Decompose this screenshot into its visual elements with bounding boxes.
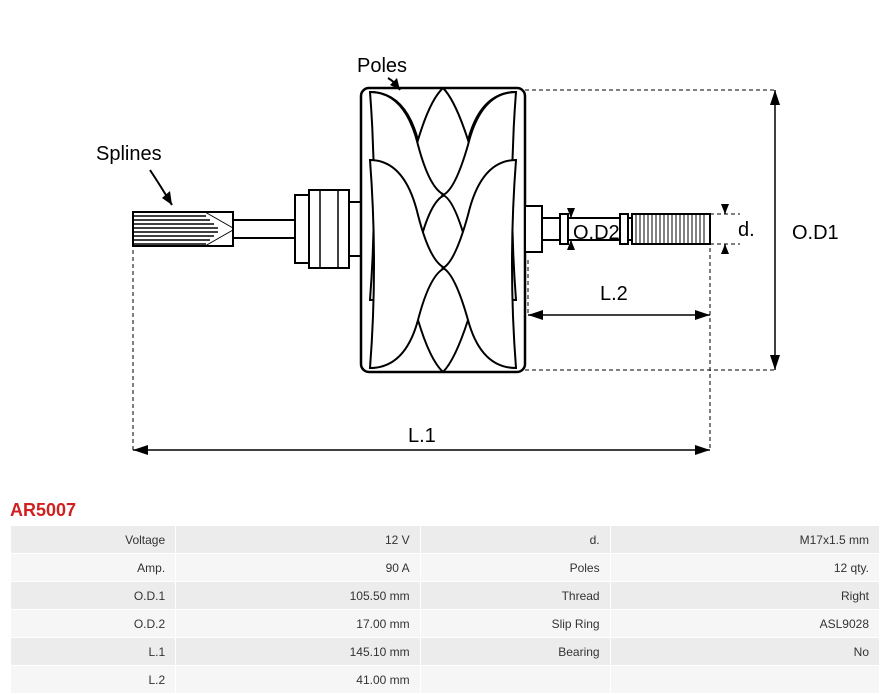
table-row: O.D.1 105.50 mm Thread Right: [11, 582, 879, 609]
spec-label: Poles: [421, 554, 610, 581]
collar-right-1: [525, 206, 542, 252]
spec-value: 12 V: [176, 526, 419, 553]
spec-label: O.D.2: [11, 610, 175, 637]
label-l1: L.1: [408, 425, 436, 448]
spec-value: ASL9028: [611, 610, 879, 637]
collar-2: [309, 190, 349, 268]
dim-d: [710, 204, 740, 254]
spec-label: L.1: [11, 638, 175, 665]
table-row: Voltage 12 V d. M17x1.5 mm: [11, 526, 879, 553]
label-l2: L.2: [600, 283, 628, 306]
groove-2: [620, 214, 628, 244]
spec-value: 17.00 mm: [176, 610, 419, 637]
spec-label: Thread: [421, 582, 610, 609]
table-row: Amp. 90 A Poles 12 qty.: [11, 554, 879, 581]
rotor-diagram: Splines Poles O.D1 O.D2 d. L.1 L.2: [0, 0, 889, 490]
label-splines: Splines: [96, 143, 162, 166]
spec-label: Voltage: [11, 526, 175, 553]
spec-value: 145.10 mm: [176, 638, 419, 665]
rotor-body: [361, 88, 525, 372]
spec-label: Amp.: [11, 554, 175, 581]
spec-value: M17x1.5 mm: [611, 526, 879, 553]
spec-label: d.: [421, 526, 610, 553]
collar-1: [295, 195, 309, 263]
spec-table-body: Voltage 12 V d. M17x1.5 mm Amp. 90 A Pol…: [11, 526, 879, 693]
part-number: AR5007: [10, 500, 76, 521]
spec-label: O.D.1: [11, 582, 175, 609]
spec-label: Slip Ring: [421, 610, 610, 637]
label-od2: O.D2: [573, 222, 620, 245]
label-od1: O.D1: [792, 222, 839, 245]
spec-value: 90 A: [176, 554, 419, 581]
arrow-splines: [150, 170, 172, 205]
rotor-svg: [0, 0, 889, 490]
spec-label: Bearing: [421, 638, 610, 665]
spec-value: 105.50 mm: [176, 582, 419, 609]
label-poles: Poles: [357, 55, 407, 78]
threaded-end: [632, 214, 710, 244]
spec-value: 12 qty.: [611, 554, 879, 581]
label-d: d.: [738, 219, 755, 242]
spec-value: Right: [611, 582, 879, 609]
table-row: O.D.2 17.00 mm Slip Ring ASL9028: [11, 610, 879, 637]
splined-shaft: [133, 212, 233, 246]
spec-table: Voltage 12 V d. M17x1.5 mm Amp. 90 A Pol…: [10, 525, 880, 694]
spec-value: No: [611, 638, 879, 665]
groove-1: [560, 214, 568, 244]
table-row: L.1 145.10 mm Bearing No: [11, 638, 879, 665]
collar-3: [349, 202, 361, 256]
shaft-section-1: [233, 220, 295, 238]
